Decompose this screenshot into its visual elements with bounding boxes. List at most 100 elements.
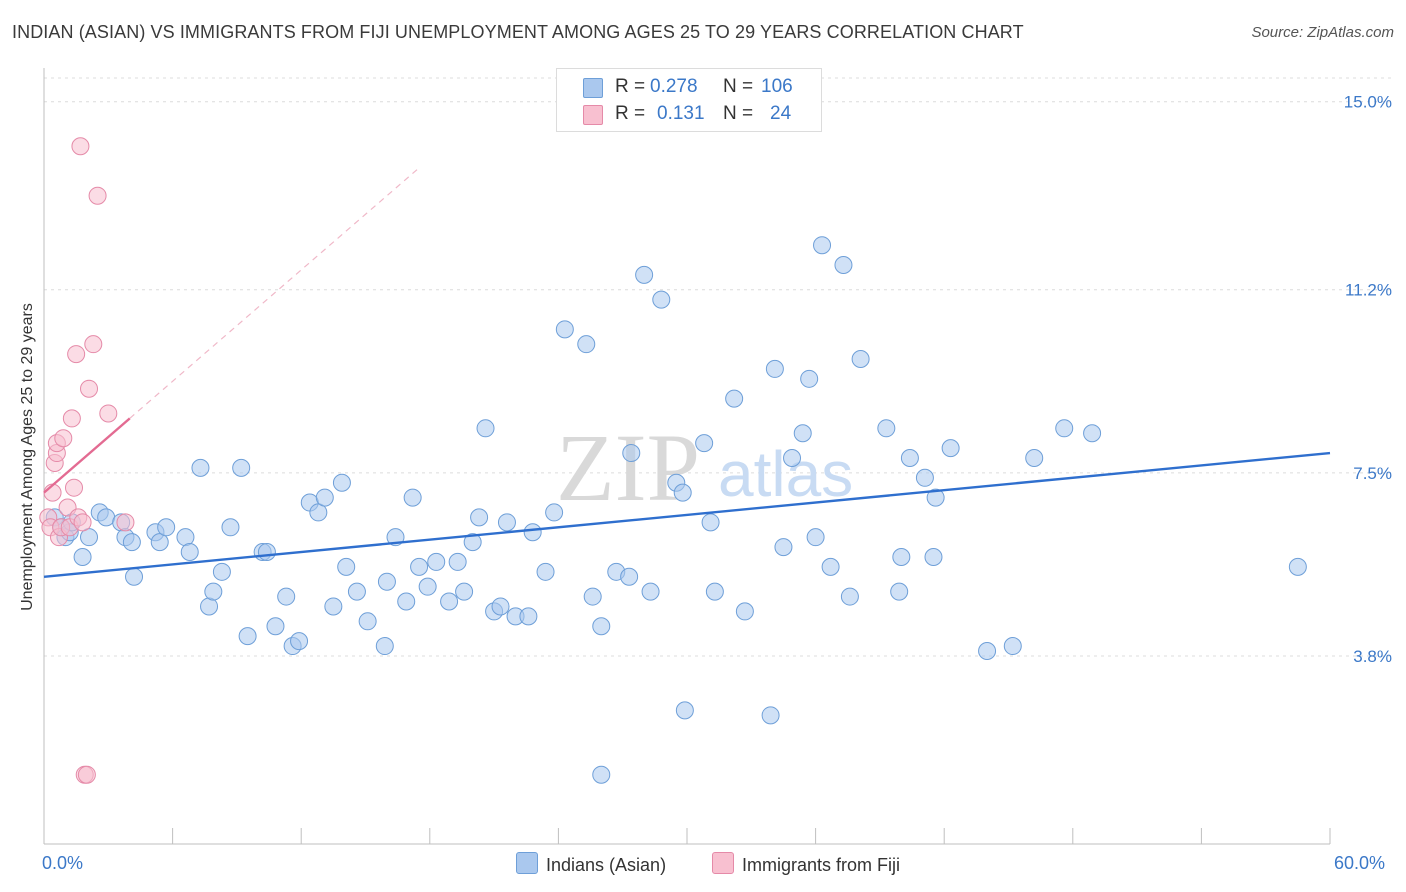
point-fiji [73,513,92,532]
point-indians [1025,449,1044,467]
legend-row-indians: R = 0.278 N = 106 [557,73,821,101]
point-indians [673,483,692,502]
point-indians [978,642,997,660]
legend-n-value: 24 [770,103,792,124]
point-indians [97,508,116,527]
point-fiji [67,345,86,364]
point-indians [212,562,231,581]
point-indians [892,547,911,566]
point-indians [410,557,429,576]
point-indians [519,607,538,626]
point-indians [80,528,99,547]
point-indians [536,562,555,581]
point-indians [463,533,482,552]
point-indians [125,567,144,586]
point-indians [545,503,564,522]
point-indians [765,359,784,378]
watermark: ZIP atlas [556,414,853,521]
point-indians [652,290,671,309]
point-indians [592,765,611,784]
trend-line-fiji [43,417,131,494]
point-indians [427,552,446,571]
legend-r-value: 0.278 [650,76,698,97]
point-indians [725,389,744,408]
point-indians [476,419,495,438]
point-fiji [80,379,99,398]
legend-n-label: N = [723,103,754,124]
point-indians [701,513,720,532]
point-indians [440,592,459,611]
point-indians [358,612,377,631]
source-credit: Source: ZipAtlas.com [1251,24,1394,41]
point-indians [257,543,276,562]
legend-r-value: 0.131 [657,103,705,124]
point-indians [761,706,780,725]
point-indians [577,335,596,354]
point-indians [122,533,141,552]
point-indians [877,419,896,438]
grid [44,77,1392,657]
point-indians [806,528,825,547]
point-indians [900,449,919,467]
point-indians [851,350,870,369]
point-indians [735,602,754,621]
point-indians [641,582,660,601]
point-indians [774,538,793,557]
point-fiji [88,186,107,205]
bottom-legend-label-fiji: Immigrants from Fiji [742,855,901,875]
legend-r-label: R = [615,103,646,124]
bottom-legend-label-indians: Indians (Asian) [546,855,667,875]
point-indians [1055,419,1074,438]
point-indians [277,587,296,606]
point-indians [157,518,176,537]
point-indians [200,597,219,616]
point-indians [191,458,210,477]
watermark-atlas: atlas [718,438,853,510]
point-indians [324,597,343,616]
point-fiji [77,765,96,784]
point-indians [793,424,812,443]
point-indians [455,582,474,601]
point-indians [821,557,840,576]
point-indians [180,543,199,562]
point-indians [377,572,396,591]
point-indians [783,449,802,467]
point-indians [397,592,416,611]
point-indians [635,265,654,284]
legend: R = 0.278 N = 106 R = 0.131 N = 24 [556,68,822,132]
point-fiji [84,335,103,354]
legend-swatch-indians [583,78,603,98]
point-indians [266,617,285,636]
point-indians [238,627,257,646]
point-fiji [62,409,81,428]
point-indians [620,567,639,586]
point-fiji [116,513,135,532]
legend-n-value: 106 [761,76,793,97]
trend-lines [43,167,1331,578]
legend-r-label: R = [615,76,646,97]
point-indians [1288,557,1307,576]
x-axis-min-label: 0.0% [42,853,84,873]
x-axis-max-label: 60.0% [1334,853,1386,873]
point-indians [491,597,510,616]
bottom-legend-swatch-fiji [712,852,734,874]
y-tick-labels: 3.8% 7.5% 11.2% 15.0% [1344,93,1392,666]
data-points [39,137,1307,784]
point-indians [375,637,394,656]
point-indians [555,320,574,339]
point-indians [926,488,945,507]
bottom-legend-swatch-indians [516,852,538,874]
y-tick-label: 7.5% [1353,464,1392,483]
point-indians [583,587,602,606]
watermark-zip: ZIP [556,414,700,521]
point-indians [204,582,223,601]
point-indians [315,488,334,507]
bottom-legend-indians: Indians (Asian) [516,852,666,876]
point-indians [834,256,853,274]
point-fiji [99,404,118,423]
legend-row-fiji: R = 0.131 N = 24 [557,100,821,128]
point-indians [1003,637,1022,656]
point-indians [232,458,251,477]
point-indians [705,582,724,601]
